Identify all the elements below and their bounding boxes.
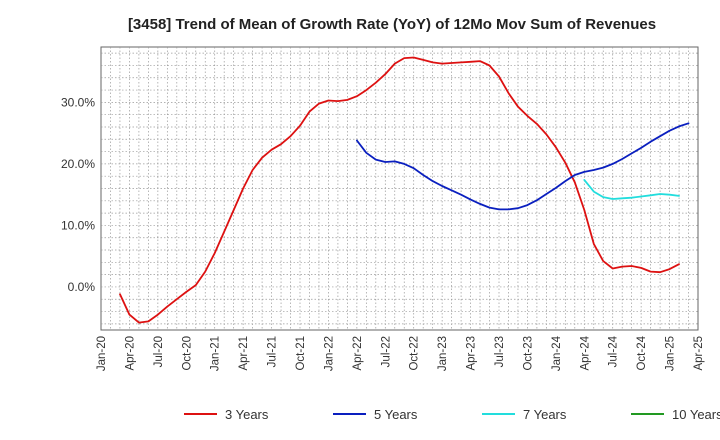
- series-line-5-years: [355, 122, 690, 211]
- x-tick-label: Oct-23: [522, 336, 534, 371]
- x-tick-label: Jul-20: [153, 336, 165, 367]
- legend-item: 7 Years: [482, 407, 567, 422]
- x-tick-label: Jan-23: [437, 336, 449, 371]
- series-lines: [119, 56, 690, 324]
- series-line-3-years: [119, 56, 680, 324]
- y-tick-label: 0.0%: [68, 280, 96, 294]
- y-tick-label: 10.0%: [61, 218, 95, 232]
- legend-item: 3 Years: [184, 407, 269, 422]
- legend-item: 5 Years: [333, 407, 418, 422]
- x-tick-label: Apr-21: [238, 336, 250, 371]
- legend: 3 Years 5 Years 7 Years 10 Years: [184, 407, 720, 422]
- x-axis-ticks: Jan-20 Apr-20 Jul-20 Oct-20 Jan-21 Apr-21 Jul-…: [96, 335, 705, 371]
- x-tick-label: Apr-25: [693, 336, 705, 371]
- x-tick-label: Oct-22: [409, 336, 421, 371]
- x-tick-label: Jan-21: [210, 336, 222, 371]
- x-tick-label: Apr-23: [466, 336, 478, 371]
- x-tick-label: Jan-20: [96, 336, 108, 371]
- x-tick-label: Jan-24: [551, 335, 563, 371]
- x-tick-label: Jul-24: [608, 335, 620, 367]
- y-axis-ticks: 0.0% 10.0% 20.0% 30.0%: [61, 95, 95, 294]
- x-tick-label: Apr-22: [352, 336, 364, 371]
- x-tick-label: Jul-22: [380, 336, 392, 367]
- legend-label: 5 Years: [374, 407, 418, 422]
- x-tick-label: Apr-20: [124, 336, 136, 371]
- legend-label: 3 Years: [225, 407, 269, 422]
- x-tick-label: Jan-25: [665, 336, 677, 371]
- series-line-7-years: [583, 178, 680, 200]
- grid: [101, 47, 698, 330]
- x-tick-label: Oct-21: [295, 336, 307, 371]
- legend-label: 7 Years: [523, 407, 567, 422]
- x-tick-label: Oct-24: [636, 335, 648, 370]
- x-tick-label: Jan-22: [323, 336, 335, 371]
- x-tick-label: Jul-21: [267, 336, 279, 367]
- y-tick-label: 20.0%: [61, 157, 95, 171]
- chart-title: [3458] Trend of Mean of Growth Rate (YoY…: [128, 16, 656, 33]
- legend-label: 10 Years: [672, 407, 720, 422]
- x-tick-label: Apr-24: [579, 335, 591, 370]
- x-tick-label: Oct-20: [181, 336, 193, 371]
- legend-item: 10 Years: [631, 407, 720, 422]
- x-tick-label: Jul-23: [494, 336, 506, 367]
- y-tick-label: 30.0%: [61, 95, 95, 109]
